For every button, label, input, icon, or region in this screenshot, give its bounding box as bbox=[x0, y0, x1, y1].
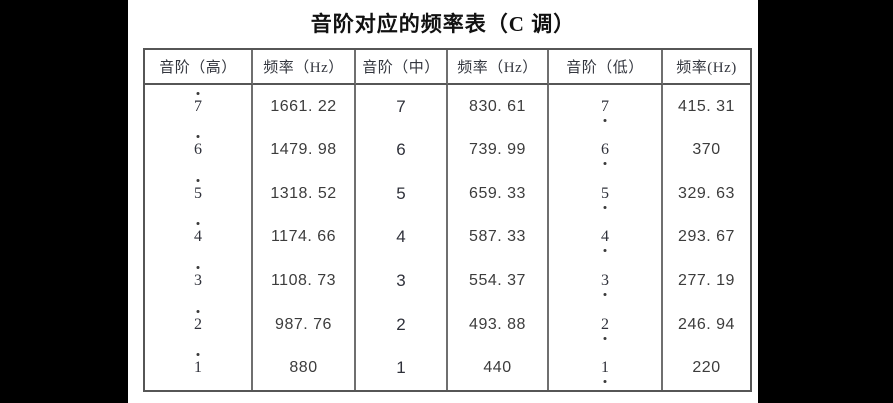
frequency-table: 音阶（高） 频率（Hz） 音阶（中） 频率（Hz） 音阶（低） 频率(Hz) 7… bbox=[143, 48, 752, 392]
cell-frequency-low: 220 bbox=[692, 359, 721, 377]
header-frequency-high: 频率（Hz） bbox=[253, 50, 356, 85]
note-digit: 5 bbox=[601, 184, 609, 202]
note-digit: 5 bbox=[194, 184, 202, 202]
cell-note-low: 5 bbox=[549, 172, 663, 216]
page-title: 音阶对应的频率表（C 调） bbox=[310, 12, 576, 36]
cell-note-middle: 6 bbox=[356, 128, 448, 173]
note-digit: 3 bbox=[396, 271, 406, 291]
cell-note-high: 4 bbox=[145, 215, 253, 260]
cell-frequency-low: 277. 19 bbox=[678, 272, 735, 290]
note-digit: 4 bbox=[396, 227, 406, 247]
note-digit: 6 bbox=[396, 140, 406, 160]
note-digit: 4 bbox=[194, 228, 202, 246]
cell-frequency-high: 1479. 98 bbox=[253, 128, 356, 173]
octave-dot-above-icon bbox=[196, 91, 200, 95]
note-digit: 5 bbox=[396, 183, 406, 203]
cell-frequency-high: 1661. 22 bbox=[253, 85, 356, 129]
octave-dot-below-icon bbox=[603, 205, 607, 209]
cell-note-low: 4 bbox=[549, 215, 663, 260]
cell-frequency-low: 246. 94 bbox=[678, 315, 735, 333]
cell-note-low: 7 bbox=[549, 85, 663, 129]
octave-dot-below-icon bbox=[603, 118, 607, 122]
octave-dot-below-icon bbox=[603, 336, 607, 340]
note-digit: 3 bbox=[601, 272, 609, 290]
cell-note-middle: 5 bbox=[356, 172, 448, 216]
cell-frequency-middle: 830. 61 bbox=[448, 85, 549, 129]
cell-frequency-middle: 440 bbox=[448, 346, 549, 390]
cell-frequency-middle: 739. 99 bbox=[448, 128, 549, 173]
octave-dot-above-icon bbox=[196, 353, 200, 357]
note-digit: 1 bbox=[396, 358, 406, 378]
cell-frequency-high: 880 bbox=[253, 346, 356, 390]
note-digit: 7 bbox=[601, 97, 609, 115]
octave-dot-below-icon bbox=[603, 162, 607, 166]
cell-frequency-high: 1174. 66 bbox=[253, 215, 356, 260]
cell-note-high: 2 bbox=[145, 302, 253, 347]
cell-note-middle: 1 bbox=[356, 346, 448, 390]
cell-frequency-low: 293. 67 bbox=[678, 228, 735, 246]
cell-note-high: 6 bbox=[145, 128, 253, 173]
cell-note-middle: 4 bbox=[356, 215, 448, 260]
cell-frequency-low: 370 bbox=[692, 141, 721, 159]
cell-note-middle: 7 bbox=[356, 85, 448, 129]
note-digit: 2 bbox=[601, 315, 609, 333]
cell-frequency-high: 987. 76 bbox=[253, 302, 356, 347]
header-scale-high: 音阶（高） bbox=[145, 50, 253, 85]
note-digit: 6 bbox=[194, 141, 202, 159]
note-digit: 7 bbox=[396, 96, 406, 116]
note-digit: 6 bbox=[601, 141, 609, 159]
cell-frequency-low: 415. 31 bbox=[678, 97, 735, 115]
note-digit: 7 bbox=[194, 97, 202, 115]
cell-note-high: 5 bbox=[145, 172, 253, 216]
header-frequency-low: 频率(Hz) bbox=[663, 50, 750, 85]
cell-note-middle: 2 bbox=[356, 302, 448, 347]
cell-frequency-low: 329. 63 bbox=[678, 184, 735, 202]
cell-note-high: 7 bbox=[145, 85, 253, 129]
note-digit: 2 bbox=[194, 315, 202, 333]
note-digit: 2 bbox=[396, 314, 406, 334]
cell-frequency-middle: 554. 37 bbox=[448, 259, 549, 303]
cell-note-low: 3 bbox=[549, 259, 663, 303]
note-digit: 1 bbox=[601, 359, 609, 377]
note-digit: 3 bbox=[194, 272, 202, 290]
cell-frequency-middle: 659. 33 bbox=[448, 172, 549, 216]
cell-note-high: 3 bbox=[145, 259, 253, 303]
cell-frequency-high: 1108. 73 bbox=[253, 259, 356, 303]
cell-note-low: 2 bbox=[549, 302, 663, 347]
note-digit: 1 bbox=[194, 359, 202, 377]
header-frequency-middle: 频率（Hz） bbox=[448, 50, 549, 85]
cell-note-high: 1 bbox=[145, 346, 253, 390]
header-scale-middle: 音阶（中） bbox=[356, 50, 448, 85]
octave-dot-below-icon bbox=[603, 249, 607, 253]
octave-dot-above-icon bbox=[196, 309, 200, 313]
header-scale-low: 音阶（低） bbox=[549, 50, 663, 85]
octave-dot-below-icon bbox=[603, 380, 607, 384]
cell-frequency-high: 1318. 52 bbox=[253, 172, 356, 216]
cell-frequency-middle: 587. 33 bbox=[448, 215, 549, 260]
cell-frequency-middle: 493. 88 bbox=[448, 302, 549, 347]
cell-note-low: 6 bbox=[549, 128, 663, 173]
octave-dot-below-icon bbox=[603, 293, 607, 297]
note-digit: 4 bbox=[601, 228, 609, 246]
octave-dot-above-icon bbox=[196, 135, 200, 139]
octave-dot-above-icon bbox=[196, 178, 200, 182]
octave-dot-above-icon bbox=[196, 266, 200, 270]
octave-dot-above-icon bbox=[196, 222, 200, 226]
cell-note-low: 1 bbox=[549, 346, 663, 390]
cell-note-middle: 3 bbox=[356, 259, 448, 303]
page-content: 音阶对应的频率表（C 调） 音阶（高） 频率（Hz） 音阶（中） 频率（Hz） … bbox=[128, 0, 758, 403]
